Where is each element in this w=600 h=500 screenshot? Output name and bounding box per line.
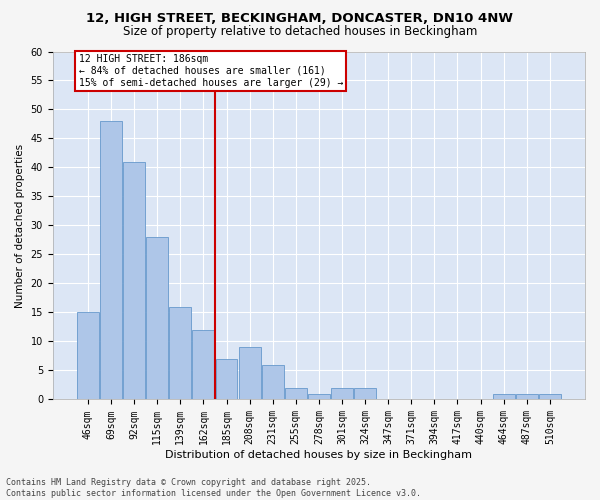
X-axis label: Distribution of detached houses by size in Beckingham: Distribution of detached houses by size … [166,450,472,460]
Bar [193,330,214,400]
Bar [146,237,168,400]
Bar [331,388,353,400]
Bar [169,306,191,400]
Bar [493,394,515,400]
Bar [285,388,307,400]
Text: Size of property relative to detached houses in Beckingham: Size of property relative to detached ho… [123,25,477,38]
Bar [308,394,330,400]
Text: 12 HIGH STREET: 186sqm
← 84% of detached houses are smaller (161)
15% of semi-de: 12 HIGH STREET: 186sqm ← 84% of detached… [79,54,343,88]
Bar [215,359,238,400]
Bar [77,312,99,400]
Text: 12, HIGH STREET, BECKINGHAM, DONCASTER, DN10 4NW: 12, HIGH STREET, BECKINGHAM, DONCASTER, … [86,12,514,26]
Y-axis label: Number of detached properties: Number of detached properties [15,144,25,308]
Text: Contains HM Land Registry data © Crown copyright and database right 2025.
Contai: Contains HM Land Registry data © Crown c… [6,478,421,498]
Bar [539,394,561,400]
Bar [123,162,145,400]
Bar [262,364,284,400]
Bar [354,388,376,400]
Bar [239,348,260,400]
Bar [100,121,122,400]
Bar [516,394,538,400]
